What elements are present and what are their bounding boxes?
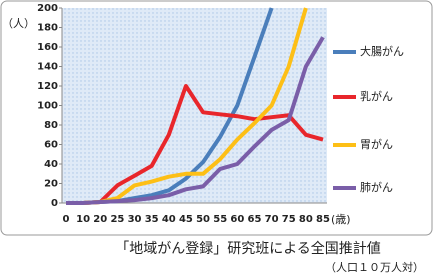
y-tick-label: 120 — [37, 81, 58, 92]
legend-label: 肺がん — [360, 180, 393, 194]
x-tick-label: 0 — [63, 214, 70, 225]
x-tick-label: 75 — [282, 214, 296, 225]
x-tick-label: 35 — [145, 214, 159, 225]
y-tick-label: 60 — [44, 140, 58, 151]
legend-label: 大腸がん — [360, 44, 404, 58]
note: （人口１０万人対） — [325, 260, 424, 274]
legend-label: 胃がん — [360, 137, 393, 151]
y-axis-label: （人） — [2, 17, 35, 30]
y-tick-label: 140 — [37, 62, 58, 73]
x-tick-label: 65 — [248, 214, 262, 225]
y-tick-label: 40 — [44, 159, 58, 170]
x-axis-label: (歳) — [331, 213, 351, 226]
x-tick-label: 45 — [179, 214, 193, 225]
x-tick-label: 20 — [93, 214, 107, 225]
x-tick-label: 55 — [213, 214, 227, 225]
x-tick-label: 85 — [316, 214, 330, 225]
y-tick-label: 160 — [37, 42, 58, 53]
legend-label: 乳がん — [360, 89, 393, 103]
source: 「地域がん登録」研究班による全国推計値 — [115, 240, 381, 257]
y-tick-label: 80 — [44, 120, 58, 131]
x-tick-label: 70 — [265, 214, 279, 225]
y-tick-label: 100 — [37, 101, 58, 112]
y-tick-label: 20 — [44, 179, 58, 190]
x-tick-label: 25 — [110, 214, 124, 225]
x-tick-label: 40 — [162, 214, 176, 225]
y-tick-label: 200 — [37, 3, 58, 14]
y-tick-label: 180 — [37, 23, 58, 34]
y-tick-label: 0 — [51, 198, 58, 209]
x-tick-label: 10 — [76, 214, 90, 225]
series-line — [66, 84, 324, 205]
x-tick-label: 30 — [128, 214, 142, 225]
x-tick-label: 80 — [299, 214, 313, 225]
x-tick-label: 50 — [196, 214, 210, 225]
series-line — [66, 36, 325, 205]
x-tick-label: 60 — [230, 214, 244, 225]
